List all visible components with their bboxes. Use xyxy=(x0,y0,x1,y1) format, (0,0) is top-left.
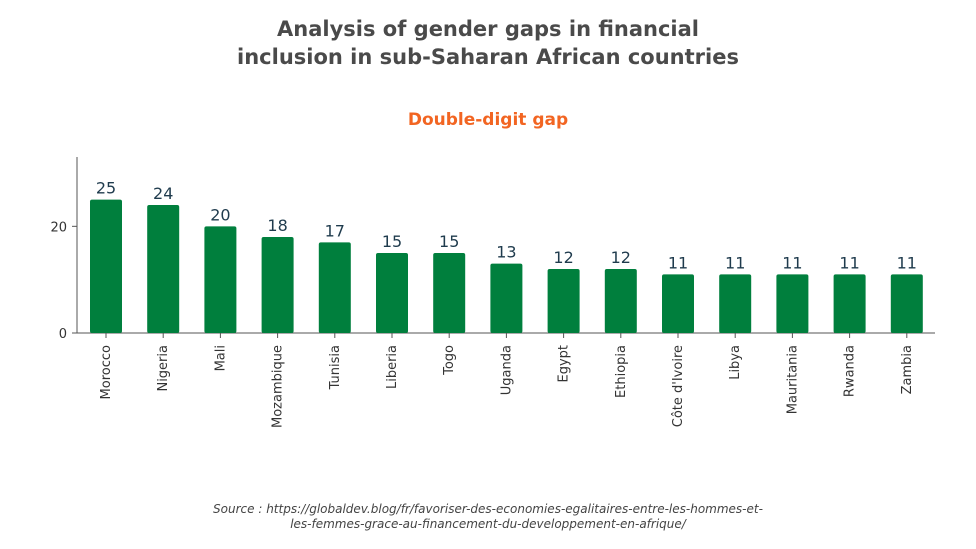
bar-value-label: 13 xyxy=(496,243,516,262)
x-tick-label: Tunisia xyxy=(328,345,343,390)
y-tick-label: 0 xyxy=(59,327,67,342)
chart-title-line-2: inclusion in sub-Saharan African countri… xyxy=(237,45,739,69)
x-tick-label: Libya xyxy=(728,345,743,380)
x-tick-label: Mauritania xyxy=(785,345,800,414)
x-tick-label: Nigeria xyxy=(156,345,171,392)
bar-value-label: 12 xyxy=(553,248,573,267)
source-note: Source : https://globaldev.blog/fr/favor… xyxy=(0,502,976,532)
x-tick-label: Togo xyxy=(442,345,457,376)
bar-value-label: 18 xyxy=(267,216,287,235)
bar xyxy=(261,237,294,333)
bar-value-label: 25 xyxy=(96,179,116,198)
chart-title: Analysis of gender gaps in financial inc… xyxy=(0,15,976,71)
bar xyxy=(318,242,351,333)
bar xyxy=(776,274,809,333)
x-tick-label: Ethiopia xyxy=(614,345,629,398)
bar xyxy=(147,205,180,333)
chart-subtitle: Double-digit gap xyxy=(407,110,569,130)
x-tick-label: Mali xyxy=(213,345,228,371)
bar-value-label: 11 xyxy=(725,253,745,272)
bar xyxy=(204,226,237,333)
bar xyxy=(890,274,923,333)
bar xyxy=(547,269,580,333)
bar-value-label: 15 xyxy=(439,232,459,251)
bar-value-label: 11 xyxy=(839,253,859,272)
x-tick-label: Rwanda xyxy=(843,345,858,397)
source-line-2: les-femmes-grace-au-financement-du-devel… xyxy=(290,517,686,531)
x-tick-label: Liberia xyxy=(385,345,400,389)
x-tick-label: Egypt xyxy=(557,345,572,383)
source-line-1: Source : https://globaldev.blog/fr/favor… xyxy=(213,502,763,516)
bar-value-label: 12 xyxy=(611,248,631,267)
bar xyxy=(833,274,866,333)
bar-value-label: 17 xyxy=(325,221,345,240)
bar-value-label: 20 xyxy=(210,205,230,224)
x-tick-label: Morocco xyxy=(99,345,114,399)
bar xyxy=(719,274,752,333)
bar-value-label: 11 xyxy=(668,253,688,272)
x-tick-label: Mozambique xyxy=(271,345,286,428)
bar xyxy=(433,253,466,333)
bar-value-label: 11 xyxy=(897,253,917,272)
bar xyxy=(490,263,523,333)
x-tick-label: Uganda xyxy=(499,345,514,395)
bar-value-label: 11 xyxy=(782,253,802,272)
bar xyxy=(90,199,122,333)
bar xyxy=(376,253,408,333)
bar-value-label: 15 xyxy=(382,232,402,251)
x-tick-label: Côte d'Ivoire xyxy=(671,345,686,427)
bar xyxy=(662,274,694,333)
y-tick-label: 20 xyxy=(50,220,67,235)
x-tick-label: Zambia xyxy=(900,345,915,394)
bar xyxy=(604,269,637,333)
chart-title-line-1: Analysis of gender gaps in financial xyxy=(277,17,699,41)
bar-value-label: 24 xyxy=(153,184,173,203)
